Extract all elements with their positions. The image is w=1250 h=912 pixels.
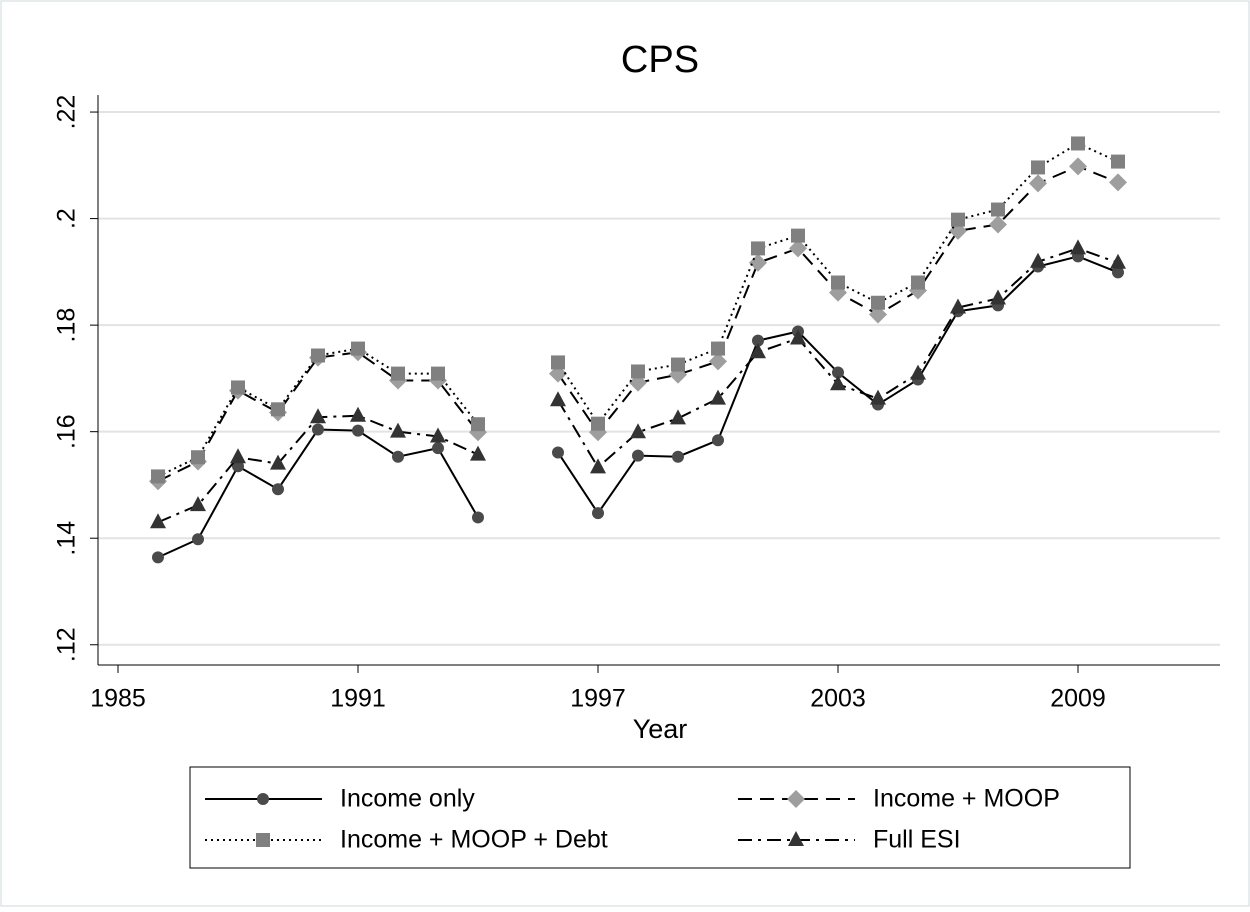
marker — [672, 450, 684, 463]
y-tick-label: .12 — [53, 627, 81, 662]
marker — [671, 357, 685, 372]
chart-title: CPS — [621, 39, 699, 81]
x-tick-label: 1991 — [330, 685, 386, 713]
marker — [270, 454, 286, 470]
marker — [910, 364, 926, 380]
marker — [430, 427, 446, 443]
x-axis-label: Year — [633, 714, 688, 744]
marker — [790, 329, 806, 345]
plot-area — [98, 95, 1220, 665]
marker — [670, 409, 686, 425]
marker — [1110, 253, 1126, 269]
marker — [869, 305, 887, 324]
y-tick-label: .14 — [53, 521, 81, 556]
marker — [390, 422, 406, 438]
marker — [830, 375, 846, 391]
marker — [272, 483, 284, 496]
marker — [831, 275, 845, 290]
marker — [310, 408, 326, 424]
marker — [990, 289, 1006, 305]
marker — [592, 507, 604, 520]
marker — [271, 402, 285, 417]
marker — [991, 202, 1005, 217]
marker — [1031, 160, 1045, 175]
marker — [391, 366, 405, 381]
series-line — [157, 142, 1119, 478]
marker — [789, 239, 807, 258]
marker — [1069, 157, 1087, 176]
marker — [870, 389, 886, 405]
marker — [231, 380, 245, 395]
y-tick-label: .18 — [53, 308, 81, 343]
marker — [871, 295, 885, 310]
marker — [1111, 154, 1125, 169]
marker — [230, 448, 246, 464]
legend-label: Full ESI — [873, 826, 961, 854]
marker — [190, 496, 206, 512]
marker — [630, 423, 646, 439]
marker — [151, 469, 165, 484]
x-tick-label: 2003 — [810, 685, 866, 713]
marker — [712, 434, 724, 447]
marker — [552, 446, 564, 459]
marker — [711, 341, 725, 356]
legend-marker — [257, 793, 269, 805]
marker — [950, 298, 966, 314]
marker — [710, 389, 726, 405]
marker — [1112, 266, 1124, 279]
marker — [911, 275, 925, 290]
marker — [1070, 239, 1086, 255]
marker — [751, 241, 765, 256]
marker — [471, 417, 485, 432]
marker — [1109, 173, 1127, 192]
marker — [150, 513, 166, 529]
marker — [750, 343, 766, 359]
legend-label: Income + MOOP + Debt — [340, 826, 608, 854]
y-tick-label: .2 — [53, 208, 81, 229]
marker — [550, 391, 566, 407]
marker — [432, 442, 444, 455]
marker — [470, 445, 486, 461]
legend-marker — [788, 831, 804, 846]
marker — [311, 348, 325, 363]
y-tick-label: .16 — [53, 414, 81, 449]
marker — [1029, 174, 1047, 193]
marker — [351, 341, 365, 356]
marker — [152, 551, 164, 564]
legend-marker — [787, 790, 805, 808]
marker — [632, 449, 644, 462]
marker — [350, 406, 366, 422]
marker — [312, 423, 324, 436]
marker — [951, 212, 965, 227]
marker — [709, 352, 727, 371]
marker — [591, 416, 605, 431]
marker — [192, 533, 204, 546]
x-tick-label: 1997 — [570, 685, 626, 713]
legend-label: Income only — [340, 785, 475, 813]
legend-marker — [256, 833, 270, 847]
marker — [431, 366, 445, 381]
legend-label: Income + MOOP — [873, 785, 1060, 813]
marker — [631, 364, 645, 379]
y-tick-label: .22 — [53, 95, 81, 130]
marker — [791, 228, 805, 243]
x-tick-label: 2009 — [1050, 685, 1106, 713]
marker — [832, 366, 844, 379]
marker — [1030, 252, 1046, 268]
marker — [551, 355, 565, 370]
marker — [392, 450, 404, 463]
marker — [232, 460, 244, 473]
marker — [1071, 136, 1085, 151]
marker — [989, 215, 1007, 234]
marker — [352, 424, 364, 437]
marker — [590, 458, 606, 474]
marker — [191, 450, 205, 465]
x-tick-label: 1985 — [90, 685, 146, 713]
marker — [472, 511, 484, 524]
marker — [752, 334, 764, 347]
legend — [189, 766, 1131, 869]
